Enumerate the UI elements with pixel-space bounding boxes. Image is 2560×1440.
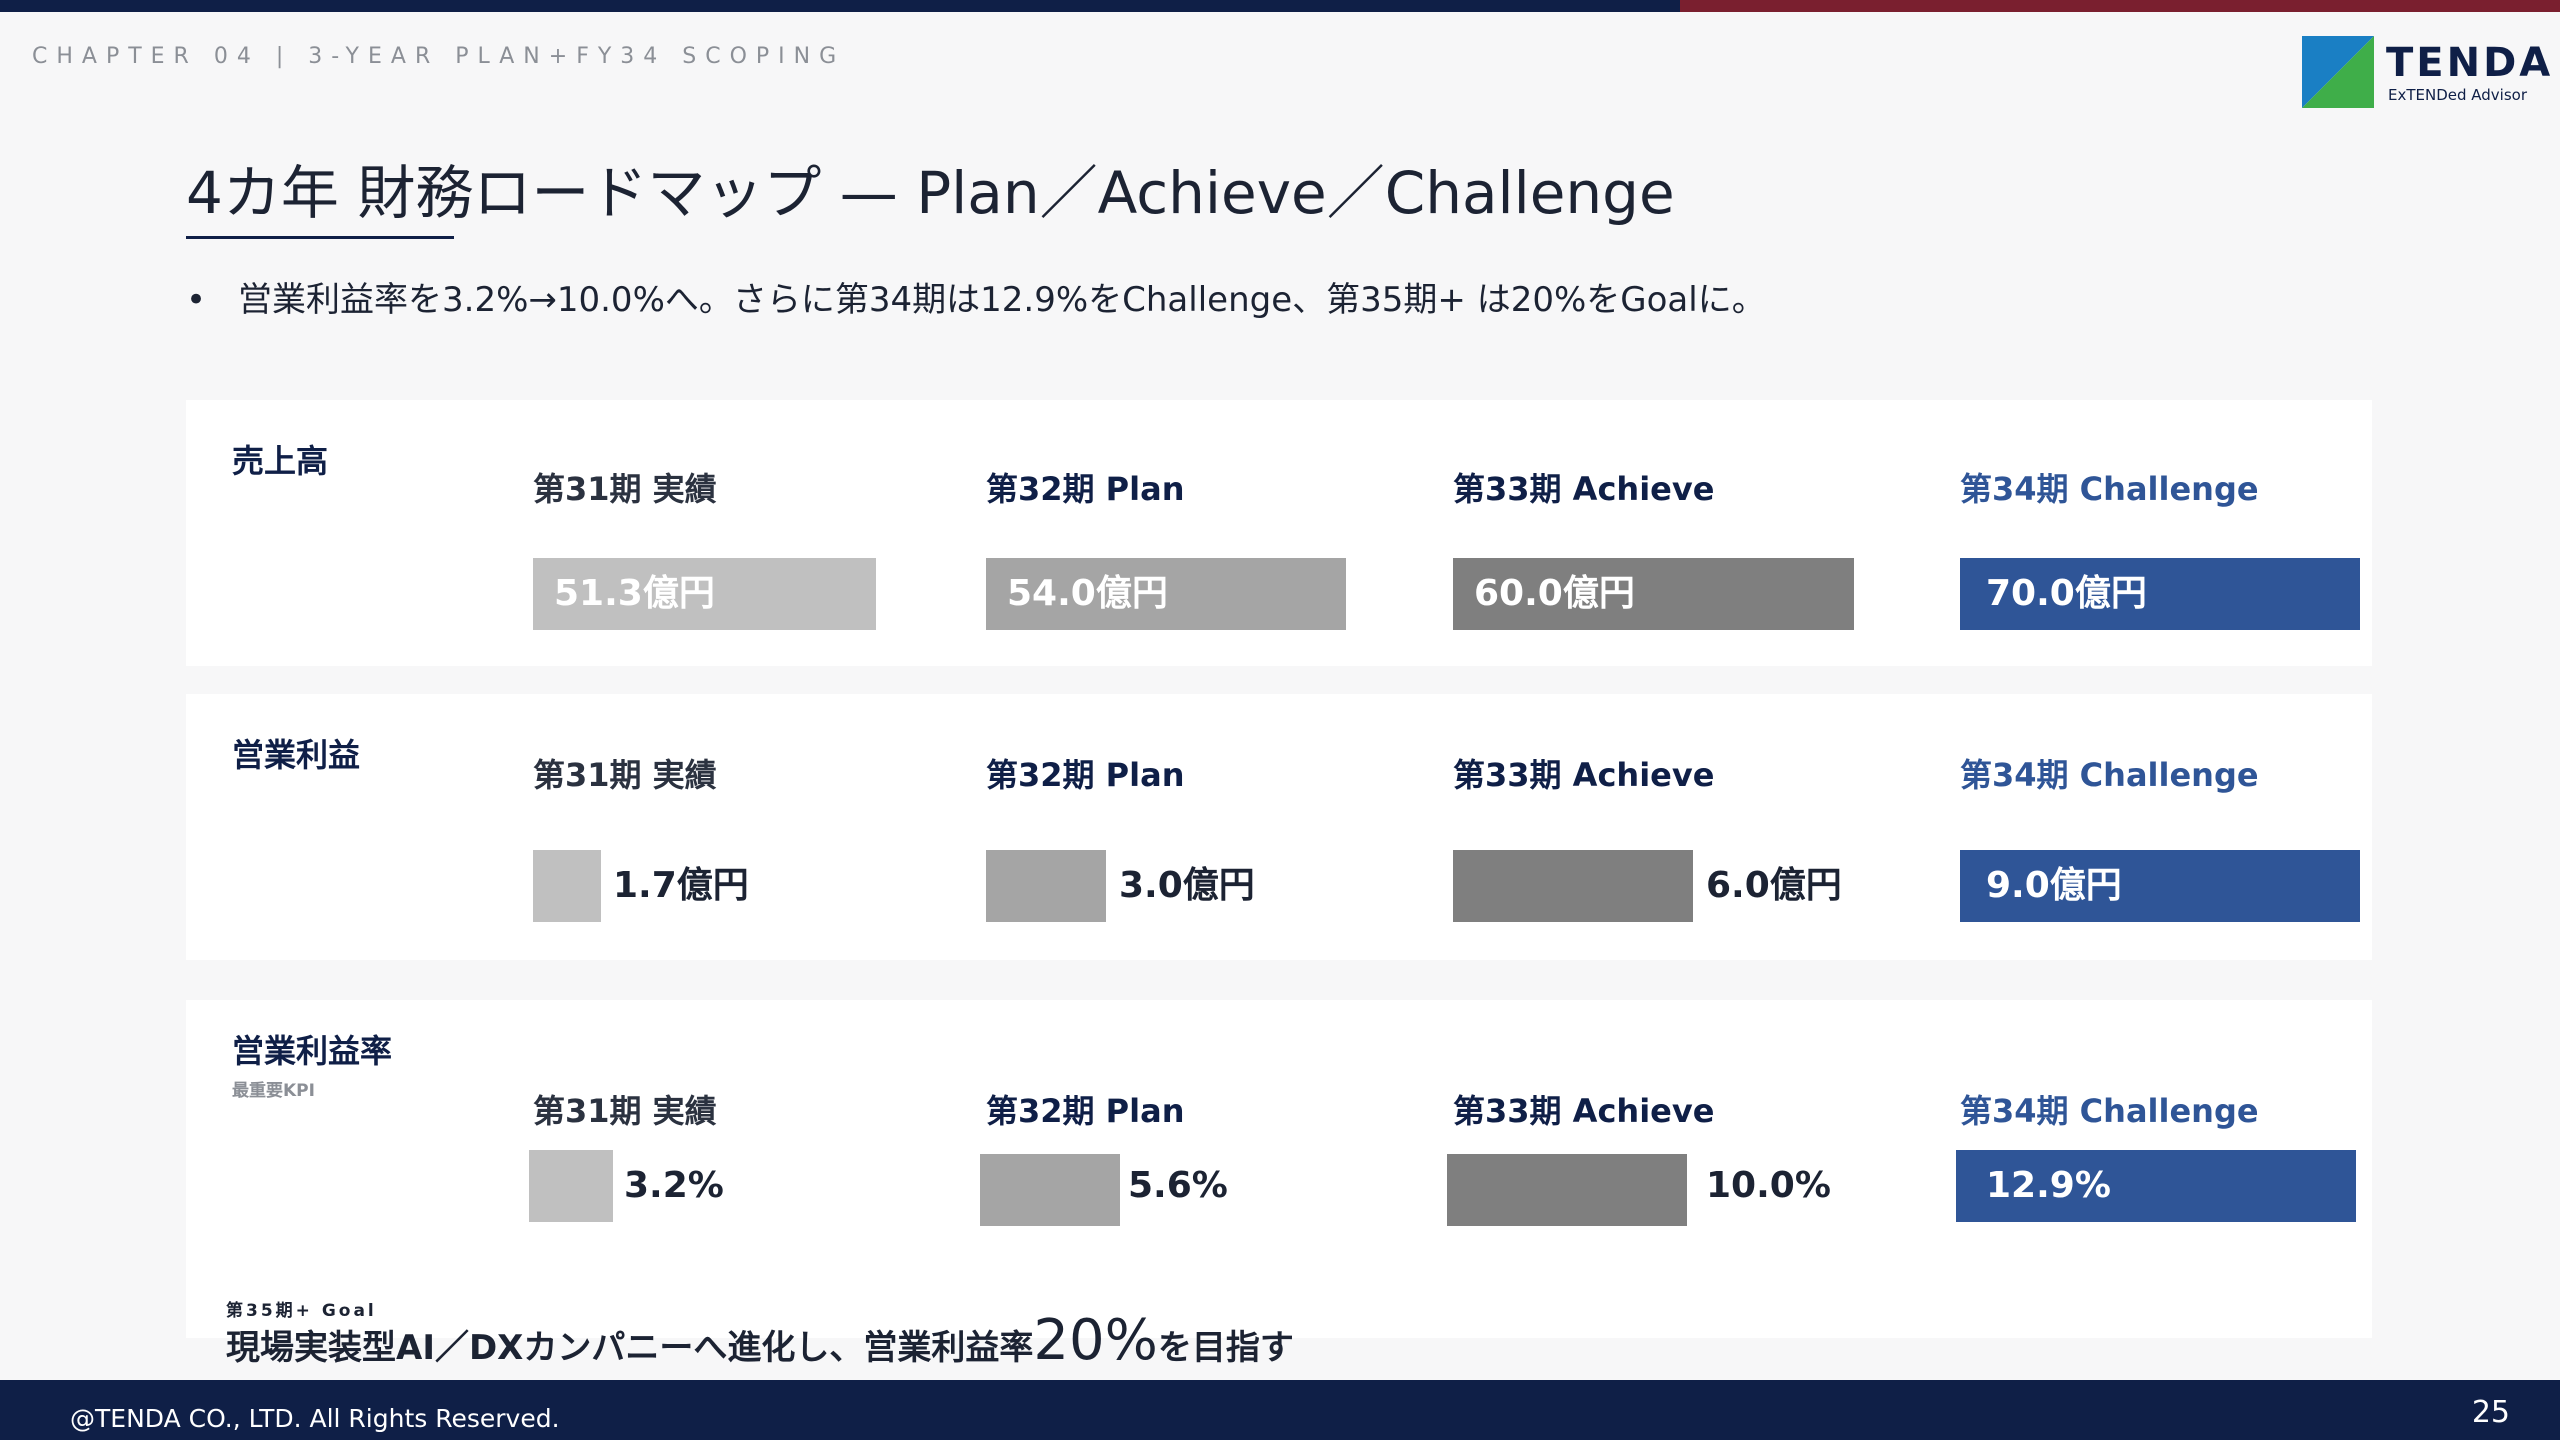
- slide-title: 4カ年 財務ロードマップ — Plan／Achieve／Challenge: [186, 159, 1675, 227]
- section-panel-operating-profit: 営業利益 第31期 実績 第32期 Plan 第33期 Achieve 第34期…: [186, 694, 2372, 960]
- column-label: 第33期 Achieve: [1453, 470, 1715, 508]
- column-label: 第33期 Achieve: [1453, 756, 1715, 794]
- value-label: 12.9%: [1986, 1165, 2111, 1206]
- section-panel-sales: 売上高 第31期 実績 第32期 Plan 第33期 Achieve 第34期 …: [186, 400, 2372, 666]
- section-title: 営業利益率: [232, 1032, 393, 1070]
- top-accent-bar-navy: [0, 0, 1680, 12]
- value-label: 54.0億円: [1007, 573, 1168, 614]
- copyright: @TENDA CO., LTD. All Rights Reserved.: [70, 1404, 560, 1433]
- page-number: 25: [2471, 1395, 2510, 1430]
- value-label: 10.0%: [1706, 1165, 1831, 1206]
- value-bar: [1453, 850, 1693, 922]
- value-bar: [533, 850, 601, 922]
- goal-highlight: 20%: [1033, 1308, 1158, 1373]
- top-accent-bar-red: [1680, 0, 2560, 12]
- tenda-logo-icon: [2302, 36, 2374, 108]
- value-bar: [1956, 1150, 2356, 1222]
- bullet-dot: •: [186, 280, 207, 320]
- value-bar: [529, 1150, 613, 1222]
- goal-text-before: 現場実装型AI／DXカンパニーへ進化し、営業利益率: [226, 1328, 1034, 1368]
- column-label: 第34期 Challenge: [1960, 470, 2259, 508]
- section-panel-operating-margin: 営業利益率 最重要KPI 第31期 実績 第32期 Plan 第33期 Achi…: [186, 1000, 2372, 1338]
- section-title: 売上高: [232, 442, 329, 480]
- logo-name: TENDA: [2386, 40, 2554, 86]
- column-label: 第31期 実績: [533, 470, 717, 508]
- value-bar: [980, 1154, 1120, 1226]
- value-bar: [533, 558, 876, 630]
- value-label: 1.7億円: [613, 865, 749, 906]
- value-label: 51.3億円: [554, 573, 715, 614]
- value-label: 3.2%: [624, 1165, 724, 1206]
- goal-text-after: を目指す: [1157, 1328, 1294, 1368]
- column-label: 第33期 Achieve: [1453, 1092, 1715, 1130]
- summary-bullet: • 営業利益率を3.2%→10.0%へ。さらに第34期は12.9%をChallen…: [186, 272, 1766, 321]
- value-label: 60.0億円: [1474, 573, 1635, 614]
- section-subtitle: 最重要KPI: [232, 1081, 315, 1101]
- value-bar: [1960, 558, 2360, 630]
- section-title: 営業利益: [232, 736, 361, 774]
- value-label: 9.0億円: [1986, 865, 2122, 906]
- value-label: 3.0億円: [1119, 865, 1255, 906]
- column-label: 第31期 実績: [533, 1092, 717, 1130]
- logo-tagline: ExTENDed Advisor: [2388, 86, 2528, 104]
- value-bar: [1447, 1154, 1687, 1226]
- title-underline: [186, 236, 454, 239]
- summary-text: 営業利益率を3.2%→10.0%へ。さらに第34期は12.9%をChalleng…: [238, 280, 1766, 320]
- column-label: 第31期 実績: [533, 756, 717, 794]
- value-label: 5.6%: [1128, 1165, 1228, 1206]
- value-bar: [986, 558, 1346, 630]
- column-label: 第32期 Plan: [986, 470, 1185, 508]
- column-label: 第34期 Challenge: [1960, 1092, 2259, 1130]
- value-bar: [1960, 850, 2360, 922]
- value-label: 70.0億円: [1986, 573, 2147, 614]
- column-label: 第32期 Plan: [986, 1092, 1185, 1130]
- column-label: 第34期 Challenge: [1960, 756, 2259, 794]
- value-label: 6.0億円: [1706, 865, 1842, 906]
- value-bar: [1453, 558, 1854, 630]
- footer-bar: [0, 1380, 2560, 1440]
- value-bar: [986, 850, 1106, 922]
- goal-kicker: 第35期+ Goal: [226, 1301, 377, 1321]
- chapter-label: CHAPTER 04 | 3-YEAR PLAN+FY34 SCOPING: [32, 44, 846, 69]
- tenda-logo: TENDA ExTENDed Advisor: [2302, 36, 2550, 110]
- column-label: 第32期 Plan: [986, 756, 1185, 794]
- goal-statement: 現場実装型AI／DXカンパニーへ進化し、営業利益率20%を目指す: [226, 1308, 1294, 1373]
